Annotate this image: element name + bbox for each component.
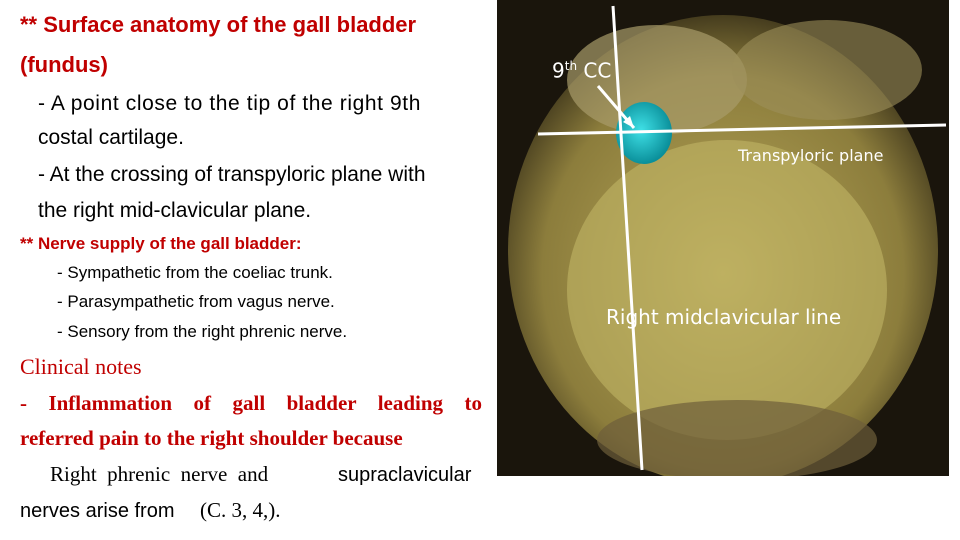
transpyloric-label: Transpyloric plane: [738, 146, 884, 165]
midclavicular-line: [611, 5, 644, 471]
heading: (fundus): [20, 52, 108, 77]
point: - A point close to the tip of the right …: [38, 92, 422, 115]
clinical-line: - Inflammation of gall bladder leading t…: [20, 391, 482, 415]
clinical-line: nerves arise from: [20, 500, 175, 522]
pelvis: [597, 400, 877, 476]
nerve-item: - Sensory from the right phrenic nerve.: [57, 322, 348, 341]
omentum: [567, 140, 887, 440]
point: costal cartilage.: [38, 126, 184, 149]
transpyloric-line: [537, 123, 947, 136]
cc-label: 9th CC: [552, 60, 611, 81]
point: - At the crossing of transpyloric plane …: [38, 163, 426, 186]
anatomy-image: [497, 0, 949, 476]
nerve-item: - Parasympathetic from vagus nerve.: [57, 292, 335, 311]
clinical-title: Clinical notes: [20, 354, 142, 379]
clinical-line: supraclavicular: [338, 464, 472, 486]
clinical-line: (C. 3, 4,).: [200, 498, 281, 522]
nerve-title: ** Nerve supply of the gall bladder:: [20, 234, 302, 253]
clinical-line: Right phrenic nerve and: [50, 462, 269, 486]
cc-sup: th: [564, 59, 578, 73]
cc-rest: CC: [583, 58, 612, 83]
cc-number: 9: [552, 58, 565, 83]
arrow-head: [623, 116, 634, 128]
point: the right mid-clavicular plane.: [38, 199, 312, 222]
clinical-line: referred pain to the right shoulder beca…: [20, 426, 403, 450]
liver: [567, 25, 747, 135]
midclavicular-label: Right midclavicular line: [606, 305, 842, 329]
heading: ** Surface anatomy of the gall bladder: [20, 12, 417, 37]
nerve-item: - Sympathetic from the coeliac trunk.: [57, 263, 333, 282]
stomach: [732, 20, 922, 120]
